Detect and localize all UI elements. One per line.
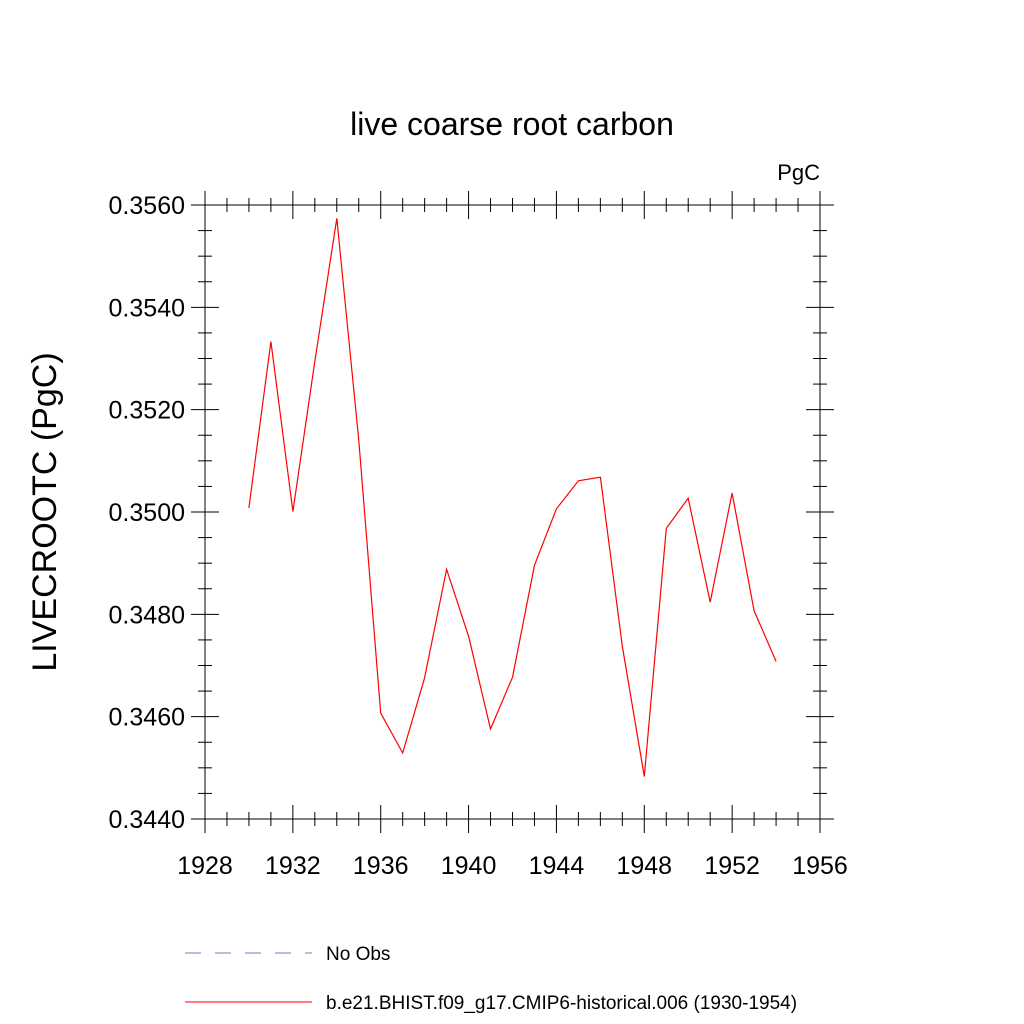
x-tick-label: 1932 — [265, 852, 321, 880]
y-tick-labels: 0.3440 0.3460 0.3480 0.3500 0.3520 0.3540 0.35… — [109, 192, 185, 834]
x-tick-labels: 1928 1932 1936 1940 1944 1948 1952 1956 — [177, 852, 848, 880]
x-tick-label: 1944 — [529, 852, 585, 880]
x-tick-label: 1956 — [792, 852, 848, 880]
y-tick-label: 0.3500 — [109, 499, 185, 527]
legend: No Obs b.e21.BHIST.f09_g17.CMIP6-histori… — [185, 944, 797, 1014]
x-tick-label: 1940 — [441, 852, 497, 880]
y-tick-label: 0.3440 — [109, 806, 185, 834]
x-tick-label: 1948 — [616, 852, 672, 880]
series-line — [248, 218, 777, 777]
y-tick-label: 0.3480 — [109, 601, 185, 629]
x-tick-label: 1936 — [353, 852, 409, 880]
y-tick-label: 0.3540 — [109, 294, 185, 322]
x-tick-label: 1952 — [704, 852, 760, 880]
y-tick-label: 0.3520 — [109, 397, 185, 425]
chart-title: live coarse root carbon — [350, 106, 674, 142]
y-tick-label: 0.3560 — [109, 192, 185, 220]
axis-ticks — [191, 191, 834, 833]
series-layer — [248, 218, 777, 777]
x-tick-label: 1928 — [177, 852, 233, 880]
legend-label-historical: b.e21.BHIST.f09_g17.CMIP6-historical.006… — [326, 993, 797, 1014]
y-axis-label: LIVECROOTC (PgC) — [26, 352, 64, 671]
y-tick-label: 0.3460 — [109, 704, 185, 732]
units-label: PgC — [777, 160, 820, 185]
legend-label-no-obs: No Obs — [326, 944, 390, 965]
